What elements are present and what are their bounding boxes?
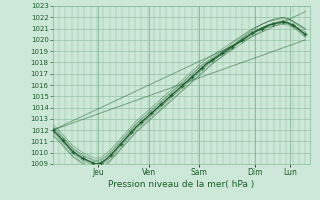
X-axis label: Pression niveau de la mer( hPa ): Pression niveau de la mer( hPa ) bbox=[108, 180, 255, 189]
